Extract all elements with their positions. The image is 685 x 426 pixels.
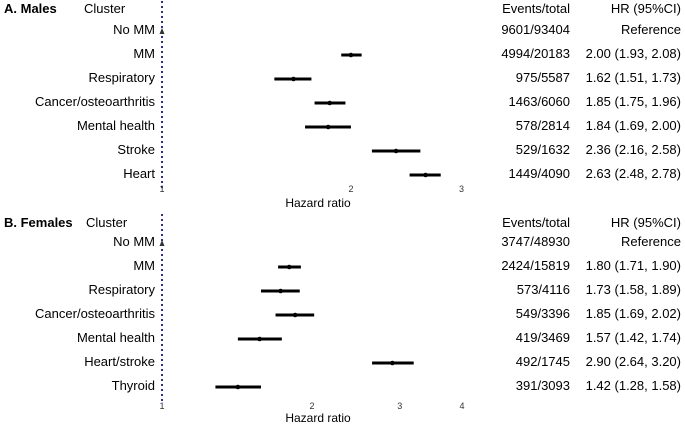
cluster-label: No MM: [113, 22, 155, 37]
table-row: Respiratory 573/4116 1.73 (1.58, 1.89): [0, 280, 685, 302]
hr-point: [286, 264, 292, 270]
events-total: 3747/48930: [501, 234, 570, 249]
cluster-label: Respiratory: [88, 70, 155, 85]
events-header: Events/total: [502, 215, 570, 230]
hr-point: [291, 76, 296, 82]
events-total: 549/3396: [515, 306, 570, 321]
x-tick-label: 4: [459, 401, 464, 411]
hr-point: [393, 148, 399, 154]
table-row: MM 2424/15819 1.80 (1.71, 1.90): [0, 256, 685, 278]
cluster-label: Mental health: [76, 330, 155, 345]
cluster-label: Cancer/osteoarthritis: [35, 94, 155, 109]
events-total: 9601/93404: [501, 22, 570, 37]
hr-ci-value: 1.73 (1.58, 1.89): [585, 282, 681, 297]
hr-ci-value: 2.90 (2.64, 3.20): [585, 354, 681, 369]
events-header: Events/total: [502, 1, 570, 16]
events-total: 492/1745: [515, 354, 570, 369]
events-total: 529/1632: [515, 142, 570, 157]
cluster-label: MM: [133, 46, 155, 61]
cluster-label: Thyroid: [111, 378, 155, 393]
reference-marker: [159, 240, 165, 246]
x-axis-label: Hazard ratio: [285, 411, 351, 425]
hr-ci-value: 1.80 (1.71, 1.90): [585, 258, 681, 273]
events-total: 4994/20183: [501, 46, 570, 61]
table-row: Heart 1449/4090 2.63 (2.48, 2.78): [0, 164, 685, 186]
panel-males: A. Males Cluster Events/total HR (95%CI)…: [0, 1, 685, 210]
hr-point: [278, 288, 283, 294]
hr-ci-value: 1.85 (1.75, 1.96): [585, 94, 681, 109]
events-total: 1463/6060: [508, 94, 570, 109]
hr-ci-value: 1.84 (1.69, 2.00): [585, 118, 681, 133]
hr-point: [348, 52, 354, 58]
events-total: 578/2814: [515, 118, 570, 133]
x-tick-label: 2: [348, 184, 353, 194]
events-total: 419/3469: [515, 330, 570, 345]
x-tick-label: 1: [159, 401, 164, 411]
events-total: 391/3093: [515, 378, 570, 393]
table-row: Cancer/osteoarthritis 549/3396 1.85 (1.69,…: [0, 304, 685, 326]
x-tick-label: 3: [459, 184, 464, 194]
hr-ci-value: 1.57 (1.42, 1.74): [585, 330, 681, 345]
hr-point: [325, 124, 331, 130]
panel-title: A. Males: [4, 1, 57, 16]
hr-ci-value: 2.36 (2.16, 2.58): [585, 142, 681, 157]
events-total: 975/5587: [515, 70, 570, 85]
x-tick-label: 3: [397, 401, 402, 411]
reference-marker: [159, 28, 165, 34]
hr-ci-value: 1.85 (1.69, 2.02): [585, 306, 681, 321]
events-total: 2424/15819: [501, 258, 570, 273]
cluster-header: Cluster: [84, 1, 126, 16]
panel-females: B. Females Cluster Events/total HR (95%C…: [0, 213, 685, 426]
forest-plot-males: 1 2 3: [159, 1, 464, 194]
table-row: Heart/stroke 492/1745 2.90 (2.64, 3.20): [0, 352, 685, 374]
x-tick-label: 2: [309, 401, 314, 411]
table-row: MM 4994/20183 2.00 (1.93, 2.08): [0, 44, 685, 66]
cluster-label: No MM: [113, 234, 155, 249]
events-total: 1449/4090: [508, 166, 570, 181]
cluster-label: Cancer/osteoarthritis: [35, 306, 155, 321]
cluster-header: Cluster: [86, 215, 128, 230]
table-row: Cancer/osteoarthritis 1463/6060 1.85 (1.75…: [0, 92, 685, 114]
hr-header: HR (95%CI): [610, 215, 681, 230]
table-row: Thyroid 391/3093 1.42 (1.28, 1.58): [0, 376, 685, 398]
table-row: Respiratory 975/5587 1.62 (1.51, 1.73): [0, 68, 685, 90]
hr-point: [327, 100, 332, 106]
hr-point: [390, 360, 395, 366]
hr-point: [423, 172, 428, 178]
hr-ci-value: Reference: [621, 234, 681, 249]
table-row: Stroke 529/1632 2.36 (2.16, 2.58): [0, 140, 685, 162]
hr-point: [257, 336, 262, 342]
x-axis-label: Hazard ratio: [285, 196, 351, 210]
cluster-label: Stroke: [117, 142, 155, 157]
cluster-label: Respiratory: [88, 282, 155, 297]
cluster-label: Mental health: [76, 118, 155, 133]
hr-ci-value: Reference: [621, 22, 681, 37]
hr-ci-value: 1.42 (1.28, 1.58): [585, 378, 681, 393]
hr-ci-value: 1.62 (1.51, 1.73): [585, 70, 681, 85]
hr-header: HR (95%CI): [610, 1, 681, 16]
cluster-label: Heart/stroke: [84, 354, 155, 369]
table-row: Mental health 578/2814 1.84 (1.69, 2.00): [0, 116, 685, 138]
panel-title: B. Females: [4, 215, 73, 230]
x-tick-label: 1: [159, 184, 164, 194]
hr-ci-value: 2.63 (2.48, 2.78): [585, 166, 681, 181]
hr-ci-value: 2.00 (1.93, 2.08): [585, 46, 681, 61]
cluster-label: Heart: [123, 166, 155, 181]
events-total: 573/4116: [516, 282, 570, 297]
hr-point: [235, 384, 241, 390]
table-row: No MM 9601/93404 Reference: [0, 20, 685, 42]
forest-plot-females: 1 2 3 4: [159, 214, 465, 411]
table-row: No MM 3747/48930 Reference: [0, 232, 685, 254]
cluster-label: MM: [133, 258, 155, 273]
table-row: Mental health 419/3469 1.57 (1.42, 1.74): [0, 328, 685, 350]
hr-point: [292, 312, 298, 318]
